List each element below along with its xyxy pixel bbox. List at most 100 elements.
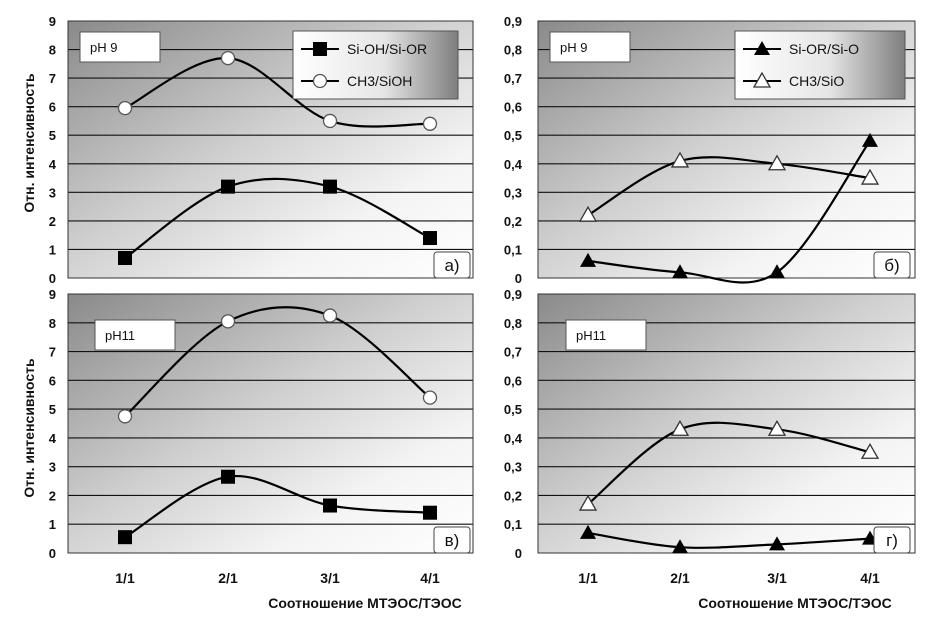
data-point <box>117 409 133 424</box>
data-point <box>670 419 690 436</box>
y-tick-label: 0,9 <box>504 14 522 29</box>
x-axis-label-right: Соотношение МТЭОС/ТЭОС <box>698 595 892 611</box>
legend-label: CH3/SiOH <box>347 73 412 89</box>
y-axis-label-top: Отн. интенсивность <box>21 73 37 213</box>
legend-marker <box>313 42 327 56</box>
data-point <box>672 539 688 554</box>
data-point <box>670 151 690 168</box>
legend-label: Si-OR/Si-O <box>789 41 859 57</box>
data-point <box>118 251 132 266</box>
y-tick-label: 0,2 <box>504 488 522 503</box>
tag-label: pH 9 <box>560 40 587 55</box>
legend-marker <box>754 41 770 55</box>
y-tick-label: 4 <box>49 431 57 446</box>
tag-box <box>79 31 161 63</box>
panel-label-box <box>873 251 911 279</box>
y-tick-label: 7 <box>49 345 56 360</box>
x-tick-label: 1/1 <box>115 570 135 586</box>
y-axis-label-bottom: Отн. интенсивность <box>21 358 37 498</box>
legend-label: CH3/SiO <box>789 73 844 89</box>
tag-label: pH11 <box>576 328 606 343</box>
data-point <box>580 524 596 539</box>
tag-label: pH 9 <box>90 40 117 55</box>
y-tick-label: 6 <box>49 373 56 388</box>
y-tick-label: 0,4 <box>504 157 523 172</box>
data-point <box>767 419 787 436</box>
x-tick-label: 4/1 <box>860 570 880 586</box>
plot-border <box>537 293 916 554</box>
data-point <box>578 494 598 511</box>
y-tick-label: 5 <box>49 402 56 417</box>
legend-marker <box>312 73 328 89</box>
y-tick-label: 0,7 <box>504 345 522 360</box>
y-tick-label: 0 <box>515 271 522 286</box>
tag-box <box>565 319 647 351</box>
panel-4: 0 0,1 0,2 0,3 0,4 0,5 0,6 0,7 0,8 0,9 pH11 г) <box>504 287 916 561</box>
plot-border <box>67 20 474 279</box>
data-point <box>672 264 688 279</box>
y-tick-label: 0,6 <box>504 100 522 115</box>
y-tick-label: 0,1 <box>504 517 522 532</box>
x-tick-label: 2/1 <box>670 570 690 586</box>
y-tick-label: 5 <box>49 128 56 143</box>
data-point <box>862 132 878 147</box>
y-tick-label: 0,3 <box>504 460 522 475</box>
data-point <box>117 100 133 116</box>
data-point <box>323 498 337 513</box>
series-line <box>124 56 431 128</box>
tag-label: pH11 <box>105 328 135 343</box>
data-point <box>323 179 337 194</box>
data-point <box>860 168 880 185</box>
y-tick-label: 0,8 <box>504 316 522 331</box>
y-tick-label: 2 <box>49 488 56 503</box>
y-tick-label: 2 <box>49 214 56 229</box>
y-tick-label: 0,2 <box>504 214 522 229</box>
x-tick-label: 3/1 <box>767 570 787 586</box>
plot-border <box>537 20 916 279</box>
y-tick-label: 0,6 <box>504 373 522 388</box>
y-tick-label: 0 <box>49 546 56 561</box>
data-point <box>769 264 785 279</box>
y-tick-label: 0,8 <box>504 43 522 58</box>
y-tick-label: 0,5 <box>504 128 522 143</box>
x-tick-label: 3/1 <box>320 570 340 586</box>
data-point <box>767 154 787 171</box>
data-point <box>220 314 236 329</box>
series-line <box>124 474 431 539</box>
data-point <box>580 252 596 267</box>
panel-label-box <box>873 526 911 554</box>
data-point <box>221 179 235 194</box>
series-line <box>587 140 871 284</box>
y-tick-label: 0,3 <box>504 185 522 200</box>
y-tick-label: 7 <box>49 71 56 86</box>
tag-box <box>94 319 176 351</box>
y-tick-label: 0,1 <box>504 242 522 257</box>
series-line <box>124 177 431 259</box>
y-tick-label: 4 <box>49 157 57 172</box>
plot-border <box>67 293 474 554</box>
data-point <box>322 308 338 323</box>
data-point <box>322 113 338 129</box>
y-tick-label: 6 <box>49 100 56 115</box>
y-tick-label: 1 <box>49 242 56 257</box>
panel-3: 0 1 2 3 4 5 6 7 8 9 pH11 в) <box>49 287 474 561</box>
data-point <box>221 469 235 484</box>
data-point <box>578 205 598 222</box>
y-tick-label: 9 <box>49 14 56 29</box>
y-tick-label: 0,7 <box>504 71 522 86</box>
x-axis-label-left: Соотношение МТЭОС/ТЭОС <box>268 595 462 611</box>
series-line <box>587 531 871 549</box>
data-point <box>769 536 785 551</box>
data-point <box>220 50 236 66</box>
legend-marker <box>752 71 772 88</box>
panel-label: а) <box>444 256 459 275</box>
panel-label-box <box>433 526 471 554</box>
series-line <box>124 306 431 418</box>
panel-1: 0 1 2 3 4 5 6 7 8 9 pH 9 Si-OH/Si-OR CH3/SiOH а) <box>49 14 474 286</box>
y-tick-label: 1 <box>49 517 56 532</box>
legend-box <box>734 30 906 100</box>
y-tick-label: 0,5 <box>504 402 522 417</box>
legend-label: Si-OH/Si-OR <box>347 41 427 57</box>
data-point <box>422 390 438 405</box>
